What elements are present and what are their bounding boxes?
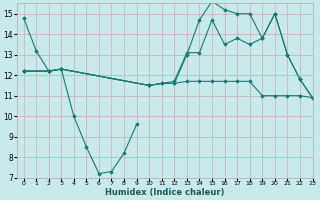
X-axis label: Humidex (Indice chaleur): Humidex (Indice chaleur)	[105, 188, 225, 197]
